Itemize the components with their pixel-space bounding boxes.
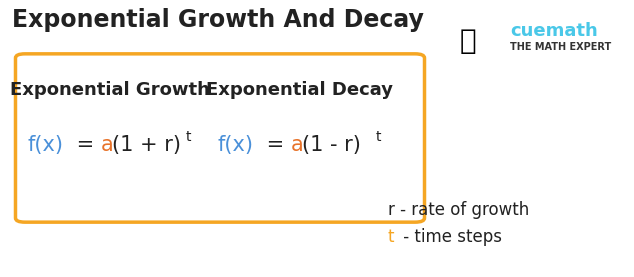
Text: f(x): f(x) [217, 135, 254, 155]
Text: f(x): f(x) [28, 135, 64, 155]
Text: - time steps: - time steps [399, 228, 503, 246]
Text: a: a [101, 135, 114, 155]
Text: =: = [260, 135, 290, 155]
Text: (1 - r): (1 - r) [302, 135, 361, 155]
Text: Exponential Decay: Exponential Decay [207, 81, 394, 99]
Text: Exponential Growth And Decay: Exponential Growth And Decay [12, 8, 424, 32]
Text: Exponential Growth: Exponential Growth [10, 81, 210, 99]
Text: cuemath: cuemath [510, 22, 598, 40]
Text: 🚀: 🚀 [460, 27, 477, 55]
Text: t: t [185, 130, 191, 144]
Text: a: a [291, 135, 304, 155]
FancyBboxPatch shape [15, 54, 425, 222]
Text: (1 + r): (1 + r) [112, 135, 181, 155]
Text: r - rate of growth: r - rate of growth [388, 201, 529, 219]
Text: t: t [375, 130, 381, 144]
Text: =: = [70, 135, 101, 155]
Text: t: t [388, 228, 394, 246]
Text: THE MATH EXPERT: THE MATH EXPERT [510, 42, 611, 52]
